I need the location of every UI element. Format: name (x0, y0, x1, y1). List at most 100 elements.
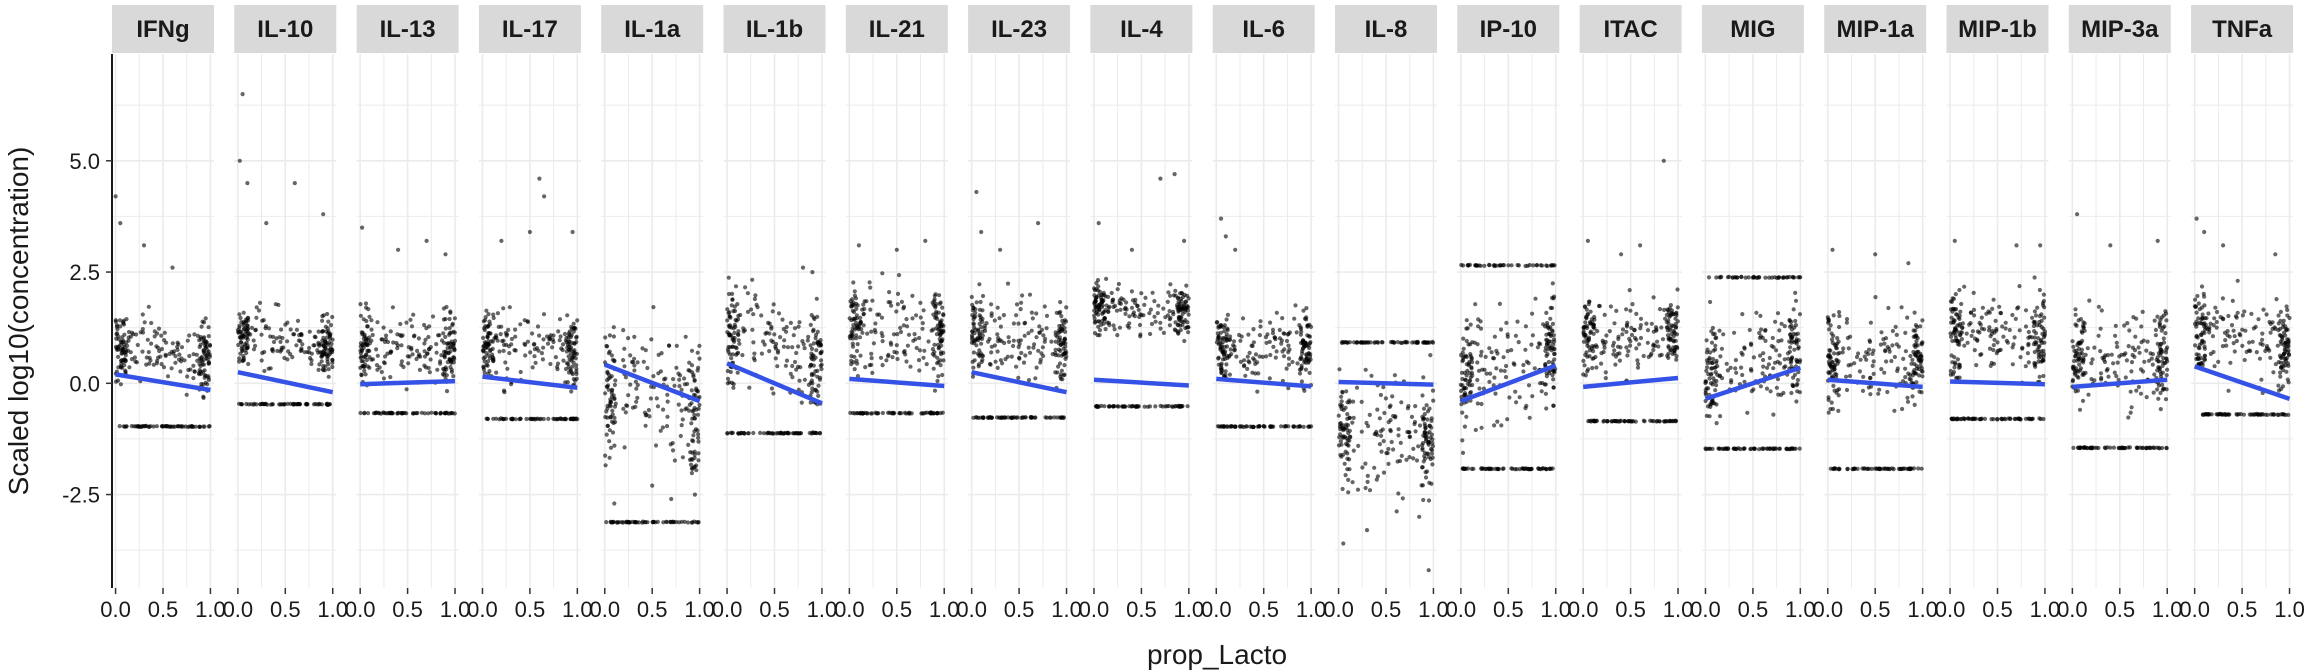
data-point (416, 354, 421, 359)
data-point (321, 352, 326, 357)
data-point (1630, 302, 1635, 307)
data-point (1270, 331, 1276, 336)
data-point (635, 360, 640, 365)
data-point (651, 305, 656, 310)
data-point (1773, 446, 1778, 451)
data-point (978, 317, 983, 322)
data-point (772, 332, 777, 337)
data-point (381, 376, 386, 381)
data-point (604, 409, 609, 414)
x-tick-label: 1.0 (562, 597, 593, 622)
data-point (1107, 322, 1112, 328)
x-tick-label: 0.0 (1079, 597, 1110, 622)
data-point (913, 337, 918, 342)
data-point (1885, 344, 1890, 350)
data-point (1628, 308, 1633, 313)
data-point (1153, 319, 1158, 324)
data-point (977, 354, 982, 359)
data-point (1425, 409, 1431, 414)
data-point (203, 316, 208, 321)
data-point (1344, 436, 1349, 441)
data-point (173, 360, 178, 365)
data-point (1391, 340, 1396, 345)
data-point (1479, 349, 1484, 354)
data-point (1657, 419, 1662, 424)
data-point (1548, 263, 1554, 268)
data-point (1795, 331, 1800, 336)
data-point (1481, 386, 1486, 391)
data-point (1792, 347, 1797, 352)
data-point (1476, 324, 1481, 329)
data-point (1789, 356, 1794, 361)
data-point (203, 380, 208, 385)
data-point (517, 417, 522, 422)
data-point (868, 307, 873, 312)
data-point (419, 410, 424, 415)
data-point (785, 345, 791, 350)
data-point (483, 315, 488, 320)
data-point (1873, 252, 1878, 257)
facet-strip (234, 5, 337, 53)
data-point (285, 357, 290, 362)
data-point (694, 468, 699, 473)
data-point (1583, 320, 1588, 325)
data-point (1416, 444, 1421, 449)
data-point (1628, 343, 1633, 348)
data-point (726, 291, 732, 297)
data-point (764, 330, 769, 335)
data-point (428, 345, 433, 350)
data-point (1341, 541, 1346, 546)
data-point (1826, 354, 1831, 359)
facet-label: IP-10 (1480, 16, 1537, 43)
data-point (570, 372, 575, 377)
data-point (1246, 359, 1251, 364)
data-point (1350, 480, 1355, 485)
data-point (360, 225, 365, 230)
x-tick-label: 1.0 (1418, 597, 1449, 622)
data-point (411, 312, 416, 317)
scatter-points (1336, 339, 1436, 573)
data-point (1427, 480, 1432, 485)
data-point (1241, 364, 1247, 369)
data-point (854, 316, 860, 321)
data-point (200, 369, 205, 375)
data-point (692, 416, 697, 421)
data-point (1495, 466, 1500, 472)
data-point (266, 326, 272, 331)
data-point (1355, 340, 1360, 345)
data-point (449, 369, 454, 375)
x-axis-ticks: 0.0 0.5 1.0 (1812, 588, 1938, 622)
data-point (321, 335, 326, 340)
data-point (936, 374, 941, 379)
data-point (738, 312, 743, 318)
data-point (362, 332, 367, 337)
data-point (977, 331, 982, 336)
data-point (1795, 377, 1800, 383)
data-point (571, 321, 576, 326)
data-point (1005, 281, 1011, 286)
data-point (237, 312, 242, 317)
x-tick-label: 1.0 (1907, 597, 1938, 622)
data-point (1280, 349, 1285, 354)
data-point (358, 348, 363, 353)
data-point (665, 399, 670, 404)
data-point (879, 315, 885, 320)
data-point (1277, 336, 1282, 341)
data-point (1920, 318, 1925, 323)
data-point (1583, 304, 1588, 310)
data-point (941, 312, 946, 317)
data-point (1550, 321, 1555, 326)
data-point (374, 347, 379, 352)
data-point (429, 410, 434, 415)
data-point (236, 342, 241, 348)
data-point (1166, 290, 1171, 295)
data-point (1705, 347, 1710, 352)
data-point (1337, 367, 1342, 372)
data-point (1027, 350, 1033, 355)
data-point (1233, 247, 1238, 252)
data-point (635, 382, 640, 388)
data-point (668, 519, 673, 525)
data-point (550, 345, 555, 350)
data-point (725, 368, 730, 374)
data-point (971, 305, 976, 310)
